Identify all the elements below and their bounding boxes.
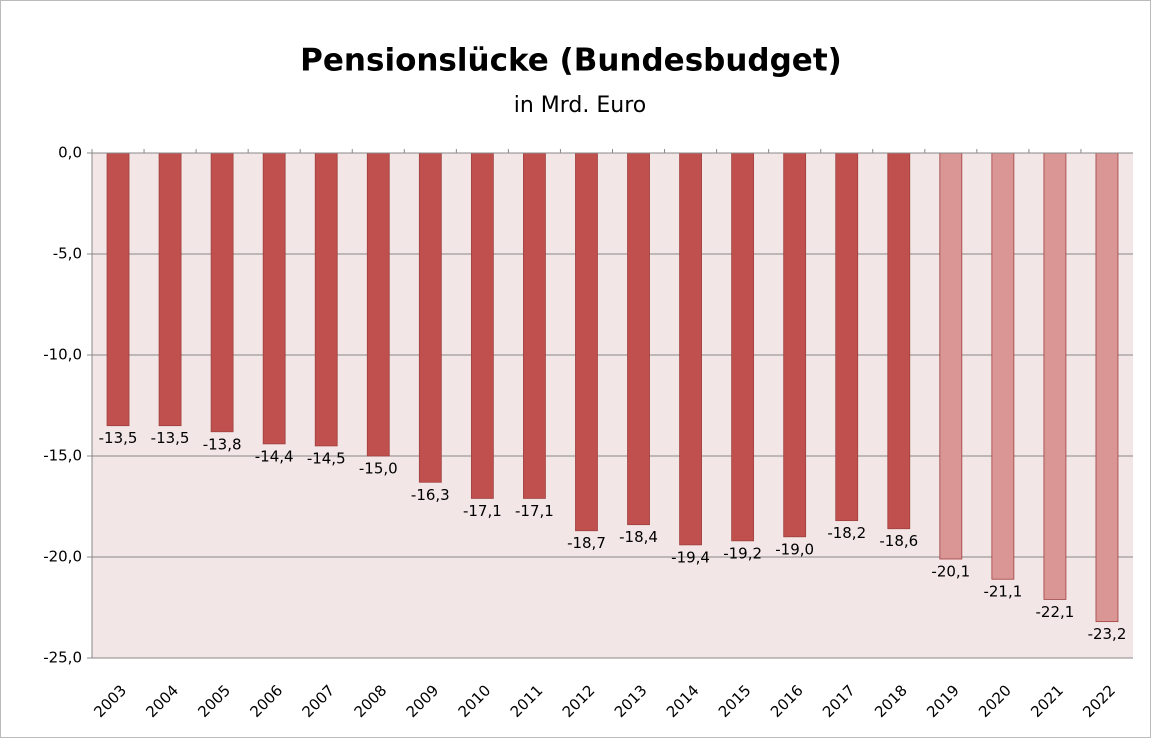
data-label: -22,1	[1036, 603, 1075, 621]
data-label: -23,2	[1088, 625, 1127, 643]
data-label: -17,1	[463, 502, 502, 520]
bar	[262, 152, 286, 445]
data-label: -13,8	[203, 435, 242, 453]
bar	[679, 152, 702, 546]
data-label: -19,2	[723, 544, 762, 562]
data-label: -13,5	[151, 429, 190, 447]
data-label: -15,0	[359, 460, 398, 478]
bar	[158, 152, 182, 427]
bar	[1043, 152, 1067, 600]
bar	[835, 152, 859, 522]
y-tick-label: -5,0	[53, 245, 82, 263]
y-tick-label: -15,0	[43, 447, 82, 465]
data-label: -14,4	[255, 447, 294, 465]
bar	[627, 152, 650, 526]
data-label: -16,3	[411, 486, 450, 504]
plot-area	[92, 153, 1133, 658]
data-label: -17,1	[515, 502, 554, 520]
bar	[731, 152, 755, 542]
data-label: -20,1	[931, 563, 970, 581]
bar	[314, 152, 338, 447]
data-label: -18,2	[827, 524, 866, 542]
y-tick-label: -25,0	[43, 649, 82, 667]
data-label: -21,1	[983, 583, 1022, 601]
data-label: -18,6	[879, 532, 918, 550]
data-label: -14,5	[307, 449, 346, 467]
chart-title: Pensionslücke (Bundesbudget)	[300, 43, 842, 79]
y-tick-label: -10,0	[43, 346, 82, 364]
y-tick-label: -20,0	[43, 548, 82, 566]
bar	[575, 152, 598, 532]
bar	[991, 152, 1015, 580]
data-label: -13,5	[99, 429, 138, 447]
bar	[523, 152, 546, 499]
y-tick-label: 0,0	[58, 144, 82, 162]
data-label: -18,4	[619, 528, 658, 546]
data-label: -18,7	[567, 534, 606, 552]
bar	[939, 152, 963, 560]
bar	[470, 152, 494, 499]
bar	[106, 152, 130, 427]
chart-subtitle: in Mrd. Euro	[514, 93, 647, 118]
data-label: -19,0	[775, 540, 814, 558]
bar	[210, 152, 234, 433]
bar	[418, 152, 442, 483]
bar	[783, 152, 807, 538]
data-label: -19,4	[671, 548, 710, 566]
bar	[1095, 152, 1119, 623]
bar	[366, 152, 390, 457]
bar	[887, 152, 911, 530]
